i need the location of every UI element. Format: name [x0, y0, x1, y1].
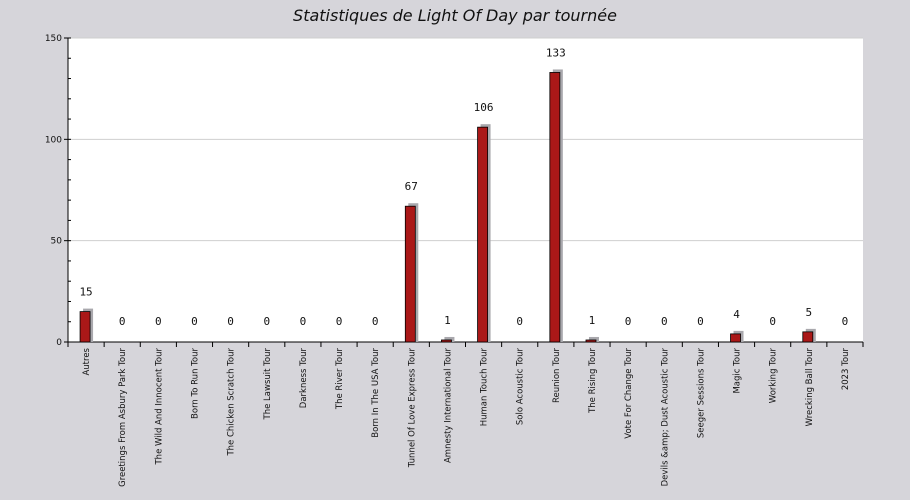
category-label: Tunnel Of Love Express Tour	[407, 348, 417, 469]
y-tick-label: 50	[51, 237, 63, 247]
data-label: 0	[155, 315, 162, 328]
category-label: 2023 Tour	[841, 348, 851, 391]
category-label: Solo Acoustic Tour	[516, 348, 526, 426]
plot-area	[68, 38, 863, 342]
category-label: Greetings From Asbury Park Tour	[118, 348, 128, 487]
bar	[441, 339, 452, 343]
data-label: 0	[625, 315, 632, 328]
y-tick-label: 100	[45, 135, 62, 145]
data-label: 1	[444, 314, 451, 327]
chart-title: Statistiques de Light Of Day par tournée	[293, 6, 617, 25]
category-label: The River Tour	[335, 348, 345, 411]
data-label: 0	[263, 315, 270, 328]
category-label: Seeger Sessions Tour	[696, 348, 706, 439]
y-tick-label: 0	[56, 338, 62, 348]
data-label: 0	[842, 315, 849, 328]
data-label: 15	[79, 286, 92, 299]
data-label: 0	[372, 315, 379, 328]
bar	[404, 205, 416, 343]
data-label: 4	[733, 308, 740, 321]
category-label: Working Tour	[769, 347, 779, 403]
category-label: Human Touch Tour	[480, 348, 490, 427]
data-label: 0	[336, 315, 343, 328]
bar	[802, 331, 814, 343]
category-label: Amnesty International Tour	[443, 348, 453, 463]
category-label: Devils &amp; Dust Acoustic Tour	[660, 347, 670, 486]
bar	[549, 72, 561, 343]
category-label: The Lawsuit Tour	[263, 347, 273, 420]
data-label: 0	[191, 315, 198, 328]
data-label: 0	[300, 315, 307, 328]
category-label: The Rising Tour	[588, 348, 598, 414]
category-label: The Chicken Scratch Tour	[227, 348, 237, 457]
y-tick-label: 150	[45, 34, 62, 44]
data-label: 0	[227, 315, 234, 328]
data-label: 0	[661, 315, 668, 328]
bar	[730, 333, 741, 343]
data-label: 0	[769, 315, 776, 328]
data-label: 1	[589, 314, 596, 327]
category-label: Magic Tour	[733, 348, 743, 394]
data-label: 0	[119, 315, 126, 328]
category-label: Wrecking Ball Tour	[805, 348, 815, 427]
category-label: Born To Run Tour	[190, 348, 200, 419]
data-label: 0	[697, 315, 704, 328]
bar-shadow	[444, 336, 455, 342]
category-label: Vote For Change Tour	[624, 348, 634, 439]
bar	[585, 339, 597, 343]
category-label: Born In The USA Tour	[371, 348, 381, 438]
data-label: 133	[546, 46, 566, 59]
data-label: 0	[516, 315, 523, 328]
data-label: 67	[405, 180, 418, 193]
bar-shadow	[588, 336, 599, 342]
category-label: Autres	[82, 347, 92, 375]
bar	[79, 311, 91, 343]
category-label: Reunion Tour	[552, 348, 562, 404]
category-label: Darkness Tour	[299, 348, 309, 409]
category-label: The Wild And Innocent Tour	[154, 348, 164, 466]
bar	[477, 126, 488, 343]
data-label: 106	[474, 101, 494, 114]
data-label: 5	[805, 306, 812, 319]
